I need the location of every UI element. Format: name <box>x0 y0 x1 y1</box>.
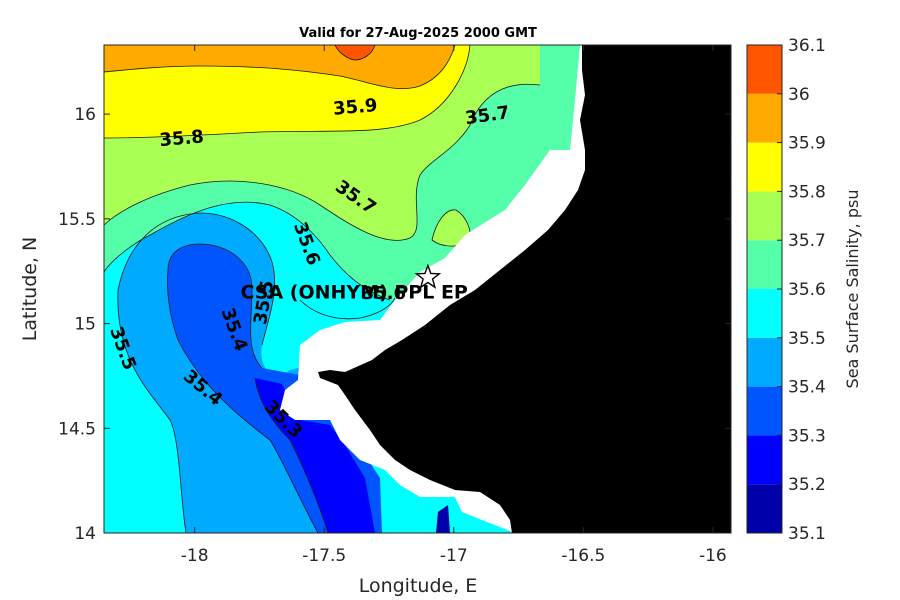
chart-title: Valid for 27-Aug-2025 2000 GMT <box>299 26 537 41</box>
plot-area: 35.9 35.8 35.7 35.7 35.6 35.5 35.6 35.4 … <box>104 45 731 533</box>
y-tick-label: 14 <box>74 524 96 544</box>
x-tick-label: -16.5 <box>561 546 605 566</box>
colorbar-swatch <box>747 337 782 387</box>
colorbar-swatch <box>747 191 782 241</box>
plot-frame <box>103 44 732 534</box>
salinity-band-35.2-35.3 <box>255 378 375 533</box>
colorbar-tick-label: 35.6 <box>788 280 826 300</box>
x-axis-label: Longitude, E <box>359 575 478 597</box>
y-tick-label: 14.5 <box>58 419 96 439</box>
y-tick-label: 15 <box>74 315 96 335</box>
colorbar-swatch <box>747 240 782 289</box>
colorbar-swatch <box>747 386 782 436</box>
colorbar-tick-label: 35.3 <box>788 426 826 446</box>
colorbar-swatch <box>747 289 782 338</box>
colorbar: 35.1 35.2 35.3 35.4 35.5 35.6 35.7 35.8 35.9 36 36… <box>746 36 826 544</box>
colorbar-tick-label: 35.9 <box>788 134 826 154</box>
salinity-band-35.1-35.2 <box>436 505 450 533</box>
contour-lines <box>104 45 541 533</box>
colorbar-swatch <box>747 435 782 485</box>
contour-line-35.4-lower <box>167 269 319 533</box>
contour-line-35.9 <box>104 45 456 90</box>
contour-line-35.5 <box>117 212 276 346</box>
colorbar-swatch <box>747 45 782 94</box>
colorbar-tick-label: 36 <box>788 85 810 105</box>
y-axis: 14 14.5 15 15.5 16 <box>58 105 731 544</box>
colorbar-tick-label: 36.1 <box>788 36 826 56</box>
contour-line-35.3 <box>254 377 329 533</box>
contour-line-35.7 <box>104 83 541 241</box>
colorbar-tick-label: 35.2 <box>788 475 826 495</box>
colorbar-swatch <box>747 484 782 533</box>
station-star-shape <box>414 263 442 289</box>
colorbar-swatch <box>747 93 782 143</box>
contour-line-35.6 <box>104 201 391 301</box>
station-label: CSA (ONHYM) PPL EP <box>240 281 467 303</box>
station-star-icon <box>414 263 442 289</box>
colorbar-swatch <box>747 142 782 192</box>
x-tick-label: -18 <box>181 546 209 566</box>
contour-label: 35.8 <box>159 126 205 151</box>
land-mass <box>318 45 731 533</box>
salinity-band-36.0-36.1 <box>335 45 375 60</box>
colorbar-tick-label: 35.8 <box>788 182 826 202</box>
y-axis-label: Latitude, N <box>19 237 41 342</box>
contour-line-35.7-island <box>431 209 471 247</box>
x-tick-label: -16 <box>699 546 727 566</box>
colorbar-tick-label: 35.5 <box>788 329 826 349</box>
contour-line-35.6-inner <box>299 297 396 320</box>
x-tick-label: -17 <box>440 546 468 566</box>
colorbar-label: Sea Surface Salinity, psu <box>843 190 862 389</box>
salinity-band-35.7-35.8-island <box>432 209 471 247</box>
contour-line-35.8 <box>104 45 471 139</box>
colorbar-tick-label: 35.7 <box>788 231 826 251</box>
contour-line-36.0 <box>334 45 376 61</box>
contour-label: 35.6 <box>362 283 406 304</box>
colorbar-tick-label: 35.1 <box>788 524 826 544</box>
contour-line-35.4 <box>167 243 263 369</box>
x-tick-label: -17.5 <box>302 546 346 566</box>
colorbar-tick-label: 35.4 <box>788 378 826 398</box>
y-tick-label: 16 <box>74 105 96 125</box>
contour-label: 35.9 <box>332 95 378 120</box>
contour-line-35.5-lower <box>117 289 187 533</box>
x-axis: -18 -17.5 -17 -16.5 -16 <box>181 45 727 566</box>
y-tick-label: 15.5 <box>58 210 96 230</box>
